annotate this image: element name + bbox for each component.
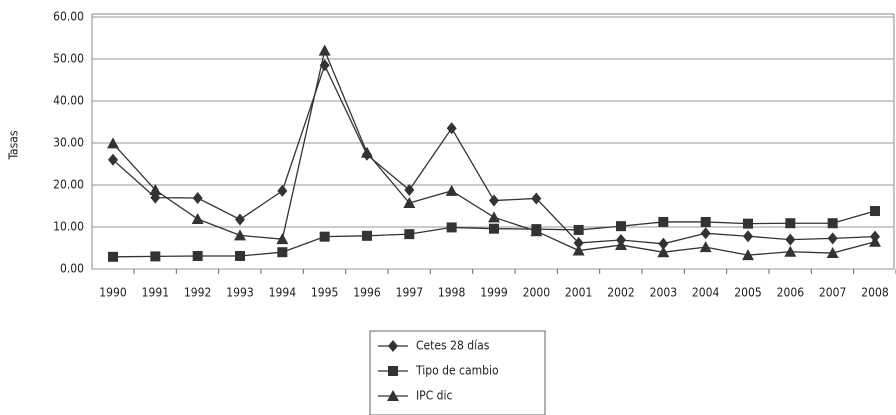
- data-point: [658, 237, 669, 250]
- legend-label: Cetes 28 días: [416, 339, 490, 353]
- data-point: [573, 224, 584, 235]
- data-point: [445, 184, 458, 196]
- x-tick-label: 1996: [353, 286, 381, 300]
- data-point: [869, 235, 881, 247]
- y-tick-label: 20.00: [53, 178, 84, 192]
- x-tick-label: 1999: [480, 286, 508, 300]
- data-point: [276, 233, 289, 245]
- y-tick-label: 50.00: [53, 52, 84, 66]
- data-point: [108, 251, 118, 262]
- data-point: [827, 218, 838, 229]
- data-point: [234, 229, 246, 241]
- x-tick-label: 2008: [861, 286, 889, 300]
- data-point: [235, 250, 245, 261]
- x-tick-label: 1990: [99, 286, 127, 300]
- legend-marker: [388, 340, 398, 352]
- data-point: [700, 216, 711, 227]
- data-point: [870, 206, 880, 217]
- data-point: [658, 216, 669, 227]
- data-point: [827, 232, 838, 245]
- data-point: [149, 184, 162, 196]
- data-point: [107, 137, 119, 149]
- data-point: [826, 247, 839, 259]
- x-tick-label: 1997: [396, 286, 423, 300]
- data-point: [785, 233, 796, 246]
- data-point: [699, 241, 712, 253]
- y-axis-label: Tasas: [7, 130, 21, 160]
- x-tick-label: 2006: [777, 286, 805, 300]
- data-point: [191, 213, 204, 225]
- data-point: [403, 197, 416, 209]
- x-tick-label: 2003: [650, 286, 677, 300]
- y-tick-label: 40.00: [53, 94, 84, 108]
- data-point: [615, 239, 627, 251]
- data-point: [489, 194, 499, 207]
- data-point: [150, 251, 161, 262]
- legend-marker: [388, 366, 398, 376]
- data-point: [318, 44, 331, 56]
- legend-box: [369, 330, 546, 415]
- data-point: [488, 211, 500, 223]
- data-point: [657, 246, 670, 258]
- data-point: [743, 230, 753, 243]
- data-point: [319, 59, 330, 72]
- data-point: [573, 236, 584, 249]
- data-point: [700, 227, 711, 240]
- legend-label: Tipo de cambio: [415, 364, 499, 378]
- x-tick-label: 1993: [226, 286, 253, 300]
- x-tick-label: 2002: [607, 286, 634, 300]
- data-point: [404, 184, 415, 197]
- x-tick-label: 2000: [523, 286, 551, 300]
- data-point: [277, 247, 288, 258]
- data-point: [489, 223, 499, 234]
- y-tick-label: 0.00: [60, 262, 84, 276]
- data-point: [530, 225, 543, 237]
- legend-marker: [387, 390, 399, 401]
- data-point: [404, 229, 415, 240]
- x-tick-label: 1994: [269, 286, 297, 300]
- y-tick-label: 60.00: [53, 10, 84, 24]
- data-point: [572, 244, 585, 256]
- y-tick-label: 30.00: [53, 136, 84, 150]
- y-tick-label: 10.00: [53, 220, 84, 234]
- data-point: [446, 122, 457, 135]
- data-point: [108, 153, 118, 166]
- x-tick-label: 2007: [819, 286, 846, 300]
- data-point: [616, 221, 626, 232]
- data-point: [319, 231, 330, 242]
- data-point: [192, 250, 203, 261]
- x-tick-label: 2005: [734, 286, 761, 300]
- data-point: [192, 192, 203, 205]
- x-tick-label: 2004: [692, 286, 720, 300]
- data-point: [277, 184, 288, 197]
- data-point: [235, 213, 245, 226]
- data-point: [743, 218, 753, 229]
- data-point: [446, 222, 457, 233]
- x-tick-label: 2001: [565, 286, 592, 300]
- data-point: [785, 218, 796, 229]
- data-point: [362, 230, 372, 241]
- data-point: [784, 245, 797, 257]
- data-point: [742, 249, 754, 261]
- data-point: [531, 192, 542, 205]
- x-tick-label: 1995: [311, 286, 338, 300]
- x-tick-label: 1991: [142, 286, 169, 300]
- x-tick-label: 1998: [438, 286, 466, 300]
- legend-label: IPC dic: [416, 389, 453, 403]
- x-tick-label: 1992: [184, 286, 211, 300]
- data-point: [361, 146, 373, 158]
